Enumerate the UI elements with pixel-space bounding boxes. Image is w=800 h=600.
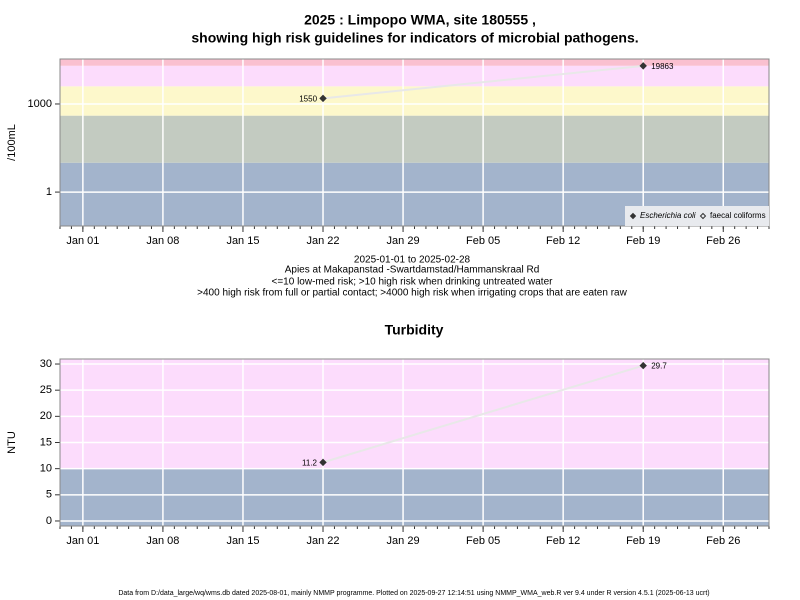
chart-title: Turbidity [385,322,444,338]
band [60,59,769,66]
x-tick-label: Jan 01 [66,535,99,547]
y-tick-label: 20 [40,410,52,422]
band [60,115,769,163]
x-tick-label: Feb 19 [626,535,660,547]
data-point [319,458,327,467]
x-tick-label: Feb 12 [546,235,580,247]
y-tick-label: 1000 [28,98,52,110]
data-label: 19863 [651,62,674,71]
x-tick-label: Jan 29 [387,535,420,547]
footer: Data from D:/data_large/wq/wms.db dated … [118,590,709,597]
y-tick-label: 5 [46,489,52,501]
x-tick-label: Feb 26 [706,235,740,247]
band [60,86,769,116]
band [60,468,769,526]
note: >400 high risk from full or partial cont… [197,288,627,299]
data-label: 29.7 [651,362,667,371]
y-axis-label: NTU [6,431,18,454]
legend-box [625,206,769,226]
x-tick-label: Jan 08 [146,535,179,547]
x-tick-label: Jan 22 [307,535,340,547]
data-label: 1550 [299,94,317,103]
legend-marker [629,212,637,220]
legend-marker [699,212,707,220]
plot-frame [59,58,770,227]
y-tick-label: 25 [40,384,52,396]
y-axis-label: /100mL [6,124,18,161]
x-tick-label: Jan 15 [226,235,259,247]
y-tick-label: 30 [40,358,52,370]
y-tick-label: 1 [46,186,52,198]
note: <=10 low-med risk; >10 high risk when dr… [272,277,554,288]
data-point [639,361,647,370]
legend-label: Escherichia coli [640,211,696,220]
plot-frame [59,358,770,527]
data-label: 11.2 [302,458,318,467]
y-tick-label: 15 [40,436,52,448]
x-tick-label: Feb 19 [626,235,660,247]
y-tick-label: 0 [46,515,52,527]
x-tick-label: Feb 26 [706,535,740,547]
series-line [322,364,644,464]
note: 2025-01-01 to 2025-02-28 [354,255,471,266]
x-tick-label: Jan 01 [66,235,99,247]
series-line [322,64,644,100]
x-tick-label: Jan 29 [387,235,420,247]
x-tick-label: Feb 12 [546,535,580,547]
x-tick-label: Feb 05 [466,535,500,547]
y-tick-label: 10 [40,463,52,475]
chart-title: showing high risk guidelines for indicat… [191,30,638,46]
x-tick-label: Jan 22 [307,235,340,247]
legend: Escherichia coli faecal coliforms [625,206,769,226]
x-tick-label: Jan 08 [146,235,179,247]
data-point [319,94,327,103]
note: Apies at Makapanstad -Swartdamstad/Hamma… [285,265,540,276]
chart-title: 2025 : Limpopo WMA, site 180555 , [304,12,536,28]
legend-label: faecal coliforms [710,211,766,220]
band [60,359,769,469]
x-tick-label: Feb 05 [466,235,500,247]
x-tick-label: Jan 15 [226,535,259,547]
data-point [639,62,647,70]
